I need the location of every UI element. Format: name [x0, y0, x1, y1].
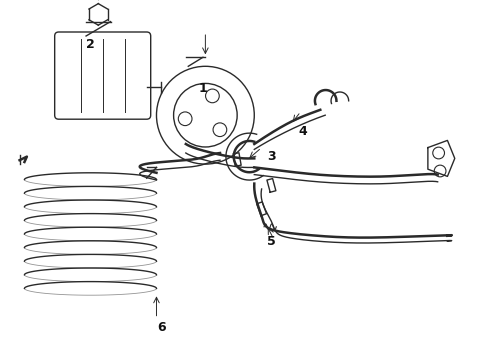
Text: 2: 2 — [86, 39, 95, 51]
Text: 5: 5 — [266, 235, 275, 248]
Text: 3: 3 — [266, 150, 275, 163]
Text: 4: 4 — [298, 125, 307, 138]
Text: 1: 1 — [198, 82, 207, 95]
Text: 6: 6 — [157, 321, 165, 334]
